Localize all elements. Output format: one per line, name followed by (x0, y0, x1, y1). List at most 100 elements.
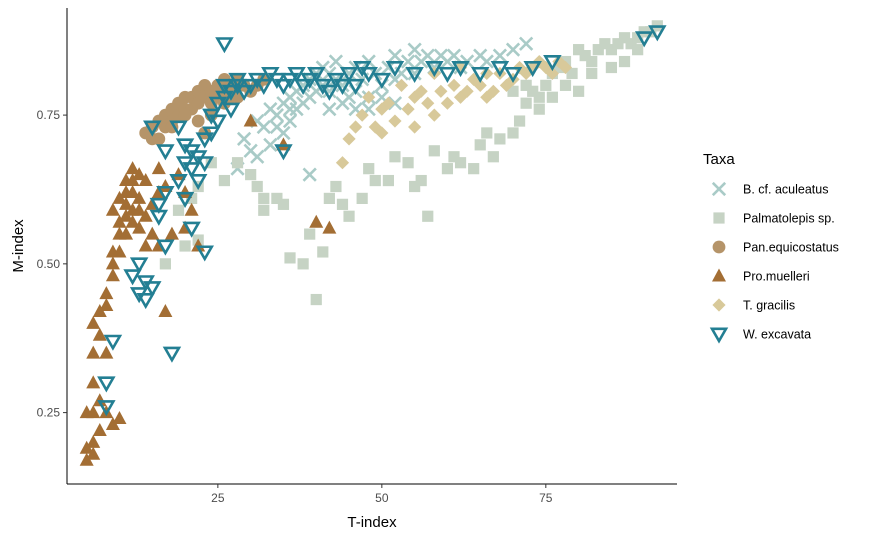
data-point (415, 174, 427, 187)
data-point (573, 44, 585, 56)
data-point (408, 120, 422, 134)
data-point (92, 422, 107, 436)
data-point (99, 345, 114, 359)
data-point (156, 144, 175, 161)
data-point (586, 55, 598, 68)
data-point (231, 157, 244, 169)
data-point (169, 120, 188, 137)
data-point (158, 179, 173, 192)
data-point (86, 375, 101, 389)
data-point (302, 167, 317, 182)
data-point (202, 126, 221, 143)
data-point (545, 66, 559, 81)
data-point (178, 184, 193, 198)
legend: Taxa B. cf. aculeatus Palmatolepis sp. Pan… (703, 151, 839, 344)
data-point (143, 281, 162, 298)
data-point (486, 84, 500, 98)
legend-label: Pan.equicostatus (743, 241, 839, 255)
data-point (172, 204, 185, 216)
data-point (342, 132, 356, 146)
data-point (215, 37, 234, 54)
legend-items: B. cf. aculeatus Palmatolepis sp. Pan.equi… (709, 181, 839, 344)
series-1 (159, 20, 663, 306)
data-point (169, 174, 188, 191)
data-point (282, 113, 298, 129)
data-point (323, 192, 335, 204)
data-point (394, 78, 409, 92)
data-point (138, 173, 153, 187)
data-point (136, 293, 155, 310)
data-point (368, 120, 382, 134)
data-point (372, 72, 392, 90)
data-point (119, 184, 134, 198)
data-point (149, 197, 169, 214)
data-point (339, 66, 359, 84)
data-point (138, 238, 153, 252)
data-point (505, 42, 521, 57)
data-point (145, 132, 159, 146)
data-point (546, 91, 558, 103)
data-point (274, 144, 293, 161)
legend-item: T. gracilis (712, 298, 795, 313)
legend-label: T. gracilis (743, 299, 795, 313)
data-point (381, 96, 395, 110)
data-point (195, 156, 214, 173)
data-point (605, 44, 618, 56)
data-point (363, 163, 375, 175)
data-point (468, 163, 480, 175)
data-point (179, 240, 191, 252)
data-point (277, 198, 290, 210)
data-point (520, 97, 532, 109)
data-point (612, 38, 624, 50)
data-point (335, 156, 350, 170)
data-point (307, 66, 326, 84)
data-point (186, 192, 198, 204)
data-point (320, 84, 339, 101)
data-point (453, 90, 468, 104)
data-point (208, 96, 228, 113)
data-point (92, 393, 107, 407)
data-point (208, 114, 228, 131)
legend-label: Palmatolepis sp. (743, 212, 835, 226)
data-point (421, 96, 435, 110)
data-point (375, 102, 389, 116)
legend-label: W. excavata (743, 328, 811, 342)
data-point (618, 32, 631, 44)
data-point (573, 85, 585, 97)
data-point (422, 210, 434, 222)
x-tick-label: 25 (211, 491, 225, 505)
data-point (333, 78, 352, 95)
data-point (618, 55, 631, 68)
data-point (503, 66, 523, 84)
data-point (263, 137, 278, 152)
data-point (349, 120, 363, 134)
data-point (293, 78, 313, 95)
data-point (221, 102, 241, 119)
data-point (446, 48, 462, 63)
legend-key (712, 298, 726, 312)
data-point (191, 114, 205, 128)
plot-marks (79, 20, 667, 466)
data-point (388, 114, 402, 128)
data-point (158, 303, 173, 317)
data-point (317, 246, 329, 258)
data-point (156, 185, 175, 203)
data-point (245, 169, 257, 181)
data-point (533, 103, 545, 115)
data-point (86, 434, 101, 448)
data-point (447, 78, 461, 92)
data-point (523, 60, 542, 78)
data-point (282, 102, 298, 117)
data-point (309, 214, 324, 228)
series-5 (97, 25, 667, 417)
data-point (300, 72, 319, 90)
data-point (241, 78, 260, 95)
data-point (408, 90, 422, 104)
data-point (389, 151, 401, 163)
data-point (441, 163, 454, 175)
data-point (162, 346, 182, 363)
data-point (460, 84, 474, 98)
data-point (274, 78, 293, 95)
data-point (322, 220, 337, 234)
data-point (184, 202, 199, 216)
